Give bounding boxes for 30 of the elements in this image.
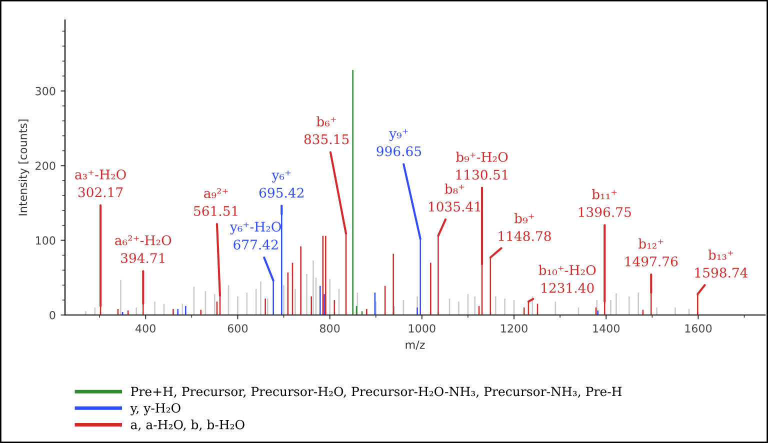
annotation: a₉²⁺ 561.51 (194, 188, 238, 216)
x-tick-label: 1400 (593, 324, 620, 333)
annotation: b₁₂⁺ 1497.76 (625, 238, 678, 266)
x-tick-label: 600 (228, 324, 248, 333)
annotation: y₆⁺-H₂O 677.42 (230, 222, 282, 250)
annotation: b₁₃⁺ 1598.74 (695, 250, 748, 278)
y-tick-label: 100 (36, 236, 56, 245)
x-tick-label: 800 (320, 324, 340, 333)
annotation: y₆⁺ 695.42 (259, 170, 304, 198)
annotation: b₉⁺ 1148.78 (498, 213, 551, 242)
annotation: b₁₁⁺ 1396.75 (578, 189, 631, 218)
legend-label: y, y-H₂O (130, 403, 180, 416)
x-tick-label: 1600 (685, 324, 712, 333)
y-axis-title: Intensity [counts] (18, 120, 30, 216)
annotation: a₆²⁺-H₂O 394.71 (115, 235, 172, 264)
x-tick-label: 400 (136, 324, 156, 333)
annotation: y₉⁺ 996.65 (376, 129, 422, 156)
annotation: a₃⁺-H₂O 302.17 (75, 169, 126, 198)
legend-label: a, a-H₂O, b, b-H₂O (130, 420, 244, 431)
annotation: b₉⁺-H₂O 1130.51 (456, 152, 508, 180)
annotation: b₆⁺ 835.15 (304, 116, 349, 144)
y-tick-label: 0 (50, 310, 56, 320)
x-tick-label: 1200 (501, 324, 528, 333)
y-tick-label: 200 (36, 162, 56, 170)
x-axis-title: m/z (406, 340, 425, 350)
x-tick-label: 1000 (408, 324, 436, 333)
annotation: b₁₀⁺-H₂O 1231.40 (538, 264, 596, 293)
y-tick-label: 300 (36, 86, 56, 96)
legend-label: Pre+H, Precursor, Precursor-H₂O, Precursor-H₂O-NH₃, Precursor-NH₃, Pre-H (130, 386, 622, 398)
annotation: b₈⁺ 1035.41 (429, 184, 480, 212)
